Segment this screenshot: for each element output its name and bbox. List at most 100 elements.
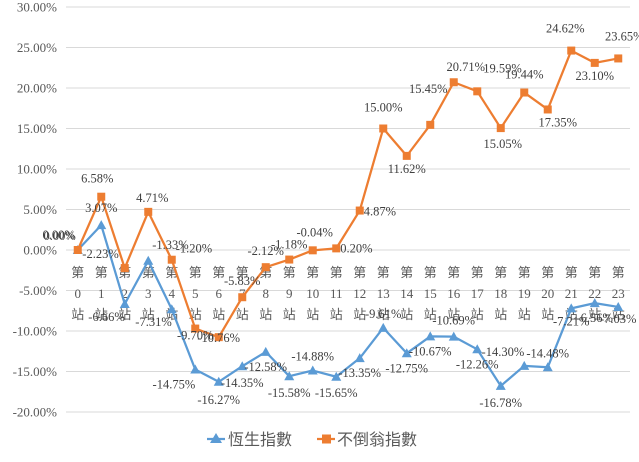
- x-tick-label: 第: [71, 265, 84, 280]
- square-marker: [426, 120, 435, 129]
- data-label: -9.70%: [177, 329, 213, 343]
- series-markers: [72, 46, 624, 390]
- data-label: 15.05%: [483, 137, 522, 151]
- data-label: 23.65%: [605, 29, 639, 43]
- square-marker: [73, 246, 82, 254]
- square-marker: [614, 54, 623, 63]
- data-label: -10.67%: [409, 344, 452, 358]
- data-label: 4.87%: [364, 205, 396, 219]
- data-label: -12.26%: [456, 357, 499, 371]
- x-tick-label: 站: [283, 307, 296, 322]
- data-label: -12.75%: [385, 361, 428, 375]
- square-marker: [332, 244, 341, 253]
- data-label: -15.65%: [315, 386, 358, 400]
- legend: 恆生指數 不倒翁指數: [207, 431, 417, 449]
- x-tick-label: 站: [306, 307, 319, 322]
- data-label: -14.35%: [221, 376, 264, 390]
- data-labels: 0.00% 3.07% -6.66% -1.33% -7.31% -14.75%-16.2…: [42, 22, 639, 410]
- data-label: -13.35%: [338, 366, 381, 380]
- x-tick-label: 20: [541, 286, 554, 301]
- data-label: -14.88%: [291, 350, 334, 364]
- data-label: -16.27%: [197, 393, 240, 407]
- triangle-marker: [448, 331, 459, 341]
- data-label: -1.20%: [176, 242, 212, 256]
- y-tick-label: 10.00%: [17, 162, 57, 177]
- triangle-marker: [210, 433, 222, 443]
- x-tick-label: 第: [447, 265, 460, 280]
- data-label: -6.56%: [577, 311, 613, 325]
- x-tick-label: 站: [236, 307, 249, 322]
- x-tick-label: 第: [400, 265, 413, 280]
- triangle-marker: [213, 376, 224, 386]
- series-lines: [76, 49, 619, 388]
- square-marker: [167, 255, 176, 264]
- x-tick-label: 第: [541, 265, 554, 280]
- data-label: -0.04%: [297, 225, 333, 239]
- data-label: -15.58%: [268, 386, 311, 400]
- y-axis-tick-labels: -20.00% -15.00% -10.00% -5.00% 0.00% 5.00% 10.…: [13, 0, 58, 420]
- x-tick-label: 站: [259, 307, 272, 322]
- data-label: 0.00%: [43, 229, 75, 243]
- data-label: 0.20%: [340, 241, 372, 255]
- data-label: 11.62%: [388, 162, 426, 176]
- x-tick-label: 0: [75, 286, 82, 301]
- x-tick-label: 第: [95, 265, 108, 280]
- y-tick-label: -10.00%: [13, 324, 58, 339]
- data-label: 4.71%: [136, 191, 168, 205]
- square-marker: [402, 151, 411, 160]
- data-label: -7.21%: [553, 314, 589, 328]
- x-tick-label: 6: [216, 286, 223, 301]
- data-label: -10.76%: [197, 331, 240, 345]
- x-tick-label: 8: [263, 286, 270, 301]
- triangle-marker: [566, 303, 577, 313]
- triangle-marker: [284, 371, 295, 381]
- triangle-marker: [542, 362, 553, 372]
- data-label: 0.00%: [42, 228, 74, 242]
- x-tick-label: 21: [565, 286, 578, 301]
- x-tick-label: 12: [353, 286, 366, 301]
- triangle-marker: [495, 380, 506, 390]
- x-tick-label: 3: [145, 286, 152, 301]
- square-marker: [144, 207, 153, 216]
- x-tick-label: 15: [424, 286, 437, 301]
- data-label: 15.00%: [364, 101, 403, 115]
- x-tick-label: 9: [286, 286, 293, 301]
- series-line: [76, 224, 619, 388]
- square-marker: [261, 263, 270, 272]
- square-marker: [449, 78, 458, 87]
- data-label: -1.33%: [152, 238, 188, 252]
- triangle-marker: [260, 346, 271, 356]
- triangle-marker: [589, 298, 600, 308]
- x-tick-label: 第: [377, 265, 390, 280]
- data-label: 19.44%: [505, 68, 544, 82]
- x-tick-label: 第: [588, 265, 601, 280]
- x-tick-label: 第: [189, 265, 202, 280]
- y-tick-label: 30.00%: [17, 0, 57, 15]
- x-tick-label: 13: [377, 286, 390, 301]
- data-label: -9.61%: [365, 307, 401, 321]
- x-tick-label: 第: [236, 265, 249, 280]
- triangle-marker: [354, 353, 365, 363]
- x-tick-label: 16: [447, 286, 461, 301]
- data-label: -16.78%: [479, 396, 522, 410]
- square-marker: [238, 293, 247, 302]
- x-tick-label: 11: [330, 286, 343, 301]
- data-label: 19.59%: [483, 61, 522, 75]
- x-tick-label: 4: [169, 286, 176, 301]
- triangle-marker: [613, 301, 624, 311]
- square-marker: [590, 58, 599, 67]
- data-label: -10.69%: [432, 314, 475, 328]
- legend-label: 恆生指數: [228, 431, 292, 449]
- data-label: 3.07%: [85, 201, 117, 215]
- x-tick-label: 18: [494, 286, 507, 301]
- x-tick-label: 17: [471, 286, 485, 301]
- data-label: -6.66%: [88, 310, 124, 324]
- data-label: -2.23%: [82, 247, 118, 261]
- data-label: -7.31%: [135, 315, 171, 329]
- legend-label: 不倒翁指數: [337, 431, 417, 449]
- x-tick-label: 第: [212, 265, 225, 280]
- x-tick-label: 站: [353, 307, 366, 322]
- x-tick-label: 第: [330, 265, 343, 280]
- x-tick-label: 站: [518, 307, 531, 322]
- square-marker: [97, 192, 106, 201]
